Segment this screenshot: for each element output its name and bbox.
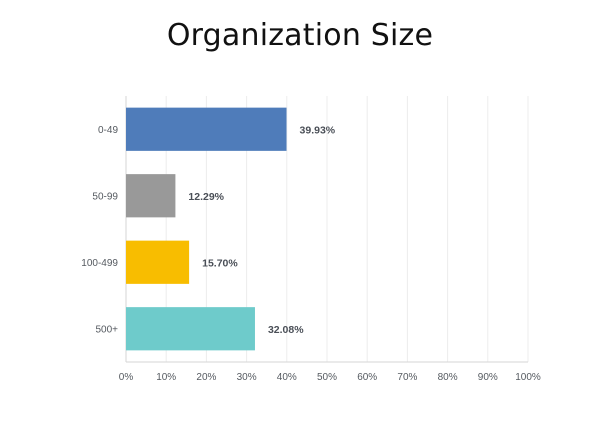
x-tick-label: 70% (397, 372, 417, 383)
x-tick-label: 90% (478, 372, 498, 383)
x-tick-label: 20% (196, 372, 216, 383)
x-tick-label: 100% (515, 372, 541, 383)
value-label: 39.93% (300, 124, 336, 136)
value-label: 15.70% (202, 257, 238, 269)
value-label: 32.08% (268, 324, 304, 336)
bar-100-499 (126, 240, 190, 284)
x-tick-label: 60% (357, 372, 377, 383)
x-tick-label: 10% (156, 372, 176, 383)
bar-0-49 (126, 107, 287, 151)
category-label: 500+ (95, 324, 118, 335)
value-label: 12.29% (188, 191, 224, 203)
x-tick-label: 0% (119, 372, 134, 383)
bar-50-99 (126, 174, 176, 218)
category-label: 100-499 (81, 258, 118, 269)
chart-title: Organization Size (166, 18, 434, 53)
x-tick-label: 50% (317, 372, 337, 383)
category-label: 0-49 (98, 125, 118, 136)
x-tick-label: 30% (237, 372, 257, 383)
bar-500+ (126, 307, 255, 351)
x-tick-label: 80% (438, 372, 458, 383)
category-label: 50-99 (92, 191, 118, 202)
x-tick-label: 40% (277, 372, 297, 383)
